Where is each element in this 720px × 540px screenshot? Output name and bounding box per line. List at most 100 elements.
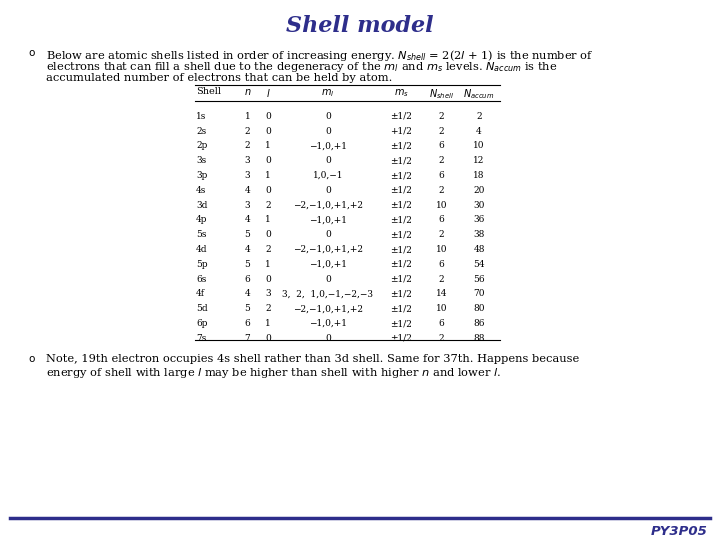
Text: 56: 56 [473, 275, 485, 284]
Text: ±1/2: ±1/2 [390, 141, 413, 151]
Text: +1/2: +1/2 [390, 127, 413, 136]
Text: 0: 0 [325, 127, 331, 136]
Text: ±1/2: ±1/2 [390, 289, 413, 299]
Text: 4f: 4f [196, 289, 205, 299]
Text: 5: 5 [245, 260, 251, 269]
Text: 1: 1 [265, 260, 271, 269]
Text: 4d: 4d [196, 245, 207, 254]
Text: 0: 0 [265, 230, 271, 239]
Text: 0: 0 [325, 230, 331, 239]
Text: −1,0,+1: −1,0,+1 [309, 260, 347, 269]
Text: o: o [28, 48, 35, 58]
Text: 0: 0 [325, 334, 331, 343]
Text: 2: 2 [438, 230, 444, 239]
Text: 4: 4 [245, 245, 251, 254]
Text: 6: 6 [438, 141, 444, 151]
Text: PY3P05: PY3P05 [651, 525, 708, 538]
Text: 2: 2 [265, 245, 271, 254]
Text: 0: 0 [325, 186, 331, 195]
Text: 5p: 5p [196, 260, 207, 269]
Text: electrons that can fill a shell due to the degeneracy of the $m_l$ and $m_s$ lev: electrons that can fill a shell due to t… [46, 60, 557, 75]
Text: 6: 6 [438, 171, 444, 180]
Text: 4: 4 [245, 289, 251, 299]
Text: energy of shell with large $l$ may be higher than shell with higher $n$ and lowe: energy of shell with large $l$ may be hi… [46, 366, 501, 380]
Text: 6: 6 [245, 319, 251, 328]
Text: 0: 0 [265, 334, 271, 343]
Text: 4s: 4s [196, 186, 207, 195]
Text: 0: 0 [265, 275, 271, 284]
Text: 2: 2 [438, 156, 444, 165]
Text: 1: 1 [265, 319, 271, 328]
Text: 18: 18 [473, 171, 485, 180]
Text: 38: 38 [473, 230, 485, 239]
Text: 2s: 2s [196, 127, 206, 136]
Text: 2: 2 [438, 334, 444, 343]
Text: 6s: 6s [196, 275, 207, 284]
Text: 0: 0 [265, 127, 271, 136]
Text: 48: 48 [473, 245, 485, 254]
Text: 1,0,−1: 1,0,−1 [312, 171, 343, 180]
Text: 2: 2 [265, 201, 271, 210]
Text: $N_{accum}$: $N_{accum}$ [463, 87, 495, 101]
Text: 3: 3 [265, 289, 271, 299]
Text: 4: 4 [245, 186, 251, 195]
Text: 4p: 4p [196, 215, 207, 225]
Text: 2: 2 [476, 112, 482, 121]
Text: 6: 6 [438, 319, 444, 328]
Text: −2,−1,0,+1,+2: −2,−1,0,+1,+2 [293, 245, 363, 254]
Text: 4: 4 [476, 127, 482, 136]
Text: −1,0,+1: −1,0,+1 [309, 319, 347, 328]
Text: 1: 1 [265, 171, 271, 180]
Text: 2: 2 [438, 275, 444, 284]
Text: −1,0,+1: −1,0,+1 [309, 215, 347, 225]
Text: ±1/2: ±1/2 [390, 215, 413, 225]
Text: 1: 1 [265, 141, 271, 151]
Text: accumulated number of electrons that can be held by atom.: accumulated number of electrons that can… [46, 73, 392, 83]
Text: 0: 0 [325, 156, 331, 165]
Text: 10: 10 [473, 141, 485, 151]
Text: Below are atomic shells listed in order of increasing energy. $N_{shell}$ = 2(2$: Below are atomic shells listed in order … [46, 48, 593, 63]
Text: ±1/2: ±1/2 [390, 230, 413, 239]
Text: 3s: 3s [196, 156, 206, 165]
Text: $l$: $l$ [266, 87, 270, 99]
Text: 6: 6 [438, 215, 444, 225]
Text: 3: 3 [245, 201, 251, 210]
Text: 88: 88 [473, 334, 485, 343]
Text: ±1/2: ±1/2 [390, 275, 413, 284]
Text: 6p: 6p [196, 319, 207, 328]
Text: 20: 20 [473, 186, 485, 195]
Text: 1: 1 [245, 112, 251, 121]
Text: 2p: 2p [196, 141, 207, 151]
Text: −2,−1,0,+1,+2: −2,−1,0,+1,+2 [293, 305, 363, 313]
Text: 30: 30 [473, 201, 485, 210]
Text: 2: 2 [245, 127, 251, 136]
Text: 10: 10 [436, 245, 447, 254]
Text: Shell model: Shell model [286, 15, 434, 37]
Text: Note, 19th electron occupies 4s shell rather than 3d shell. Same for 37th. Happe: Note, 19th electron occupies 4s shell ra… [46, 354, 580, 364]
Text: ±1/2: ±1/2 [390, 112, 413, 121]
Text: 5d: 5d [196, 305, 207, 313]
Text: Shell: Shell [196, 87, 221, 96]
Text: 3,  2,  1,0,−1,−2,−3: 3, 2, 1,0,−1,−2,−3 [282, 289, 374, 299]
Text: 5: 5 [245, 230, 251, 239]
Text: 10: 10 [436, 305, 447, 313]
Text: 54: 54 [473, 260, 485, 269]
Text: $n$: $n$ [244, 87, 251, 97]
Text: 3: 3 [245, 171, 251, 180]
Text: 3p: 3p [196, 171, 207, 180]
Text: $m_l$: $m_l$ [321, 87, 335, 99]
Text: 12: 12 [473, 156, 485, 165]
Text: 80: 80 [473, 305, 485, 313]
Text: 7: 7 [245, 334, 251, 343]
Text: ±1/2: ±1/2 [390, 305, 413, 313]
Text: ±1/2: ±1/2 [390, 319, 413, 328]
Text: 7s: 7s [196, 334, 207, 343]
Text: 6: 6 [245, 275, 251, 284]
Text: 14: 14 [436, 289, 447, 299]
Text: 2: 2 [438, 112, 444, 121]
Text: 3: 3 [245, 156, 251, 165]
Text: 2: 2 [245, 141, 251, 151]
Text: 3d: 3d [196, 201, 207, 210]
Text: 2: 2 [438, 186, 444, 195]
Text: 36: 36 [473, 215, 485, 225]
